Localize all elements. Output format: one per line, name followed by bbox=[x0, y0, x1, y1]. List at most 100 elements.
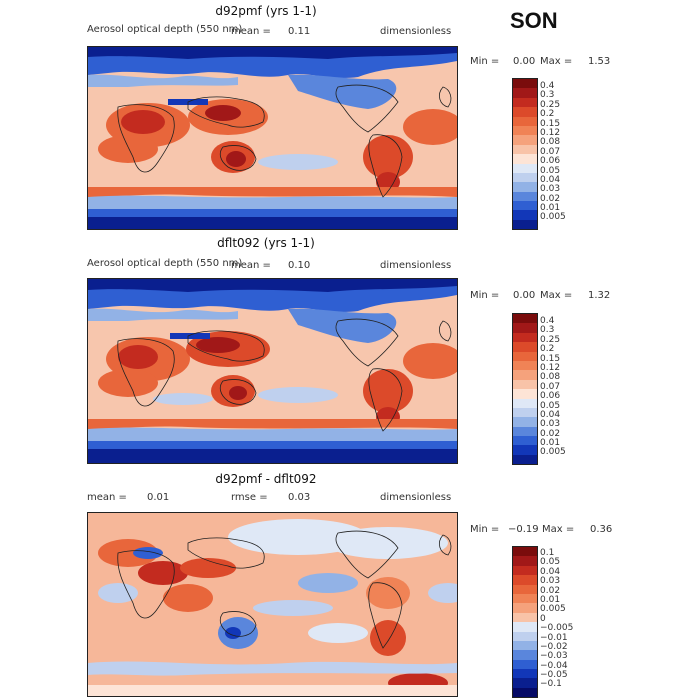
cbar-tick-label: 0.03 bbox=[540, 184, 561, 195]
colorbar-swatch bbox=[513, 88, 537, 98]
colorbar-swatch bbox=[513, 210, 537, 220]
cbar-tick-label: 0.25 bbox=[540, 334, 561, 345]
panel3-max-value: 0.36 bbox=[590, 524, 613, 535]
cbar-tick-label: 0.005 bbox=[540, 604, 566, 615]
panel1-max-label: Max = bbox=[540, 56, 573, 67]
panel3-mean-label: mean = bbox=[87, 492, 127, 503]
panel2-min-label: Min = bbox=[470, 290, 500, 301]
cbar-tick-label: 0.15 bbox=[540, 353, 561, 364]
colorbar-swatch bbox=[513, 144, 537, 155]
cbar-tick-label: −0.1 bbox=[540, 679, 562, 690]
colorbar-swatch bbox=[513, 79, 537, 89]
panel2-colorbar bbox=[512, 313, 538, 466]
colorbar-swatch bbox=[513, 547, 537, 557]
panel1-mean-label: mean = bbox=[231, 26, 271, 37]
cbar-tick-label: 0.1 bbox=[540, 548, 555, 558]
panel1-min-value: 0.00 bbox=[513, 56, 536, 67]
cbar-tick-label: 0.04 bbox=[540, 409, 561, 420]
cbar-tick-label: 0.03 bbox=[540, 419, 561, 430]
colorbar-swatch bbox=[513, 360, 537, 371]
panel1-mean-value: 0.11 bbox=[288, 26, 311, 37]
panel3-map bbox=[87, 512, 458, 697]
cbar-tick-label: 0.05 bbox=[540, 400, 561, 411]
cbar-tick-label: −0.02 bbox=[540, 641, 568, 652]
panel1-title: d92pmf (yrs 1-1) bbox=[215, 4, 317, 18]
colorbar-swatch bbox=[513, 454, 537, 465]
cbar-tick-label: 0.005 bbox=[540, 212, 566, 223]
cbar-tick-label: 0.005 bbox=[540, 447, 566, 458]
colorbar-swatch bbox=[513, 669, 537, 679]
panel1-colorbar bbox=[512, 78, 538, 231]
cbar-tick-label: 0.06 bbox=[540, 391, 561, 402]
colorbar-swatch bbox=[513, 398, 537, 408]
cbar-tick-label: 0.02 bbox=[540, 428, 561, 439]
cbar-tick-label: −0.005 bbox=[540, 623, 574, 634]
cbar-tick-label: 0.25 bbox=[540, 99, 561, 110]
cbar-tick-label: −0.04 bbox=[540, 660, 568, 671]
cbar-tick-label: 0.05 bbox=[540, 557, 561, 568]
panel3-max-label: Max = bbox=[542, 524, 575, 535]
panel3-colorbar bbox=[512, 546, 538, 699]
colorbar-swatch bbox=[513, 107, 537, 117]
panel2-max-label: Max = bbox=[540, 290, 573, 301]
colorbar-swatch bbox=[513, 370, 537, 380]
colorbar-swatch bbox=[513, 640, 537, 651]
colorbar-swatch bbox=[513, 182, 537, 192]
colorbar-swatch bbox=[513, 678, 537, 688]
colorbar-swatch bbox=[513, 219, 537, 230]
cbar-tick-label: 0.01 bbox=[540, 203, 561, 214]
panel1-colorbar-labels: 0.4 0.3 0.25 0.2 0.15 0.12 0.08 0.07 0.0… bbox=[540, 81, 566, 223]
cbar-tick-label: 0.03 bbox=[540, 576, 561, 587]
cbar-tick-label: 0.4 bbox=[540, 81, 555, 91]
panel1-map bbox=[87, 46, 458, 230]
colorbar-swatch bbox=[513, 659, 537, 670]
cbar-tick-label: 0.4 bbox=[540, 316, 555, 326]
panel3-rmse-label: rmse = bbox=[231, 492, 268, 503]
colorbar-swatch bbox=[513, 603, 537, 613]
panel2-variable-label: Aerosol optical depth (550 nm) bbox=[87, 258, 243, 269]
colorbar-swatch bbox=[513, 612, 537, 623]
cbar-tick-label: 0.07 bbox=[540, 146, 561, 157]
cbar-tick-label: 0.04 bbox=[540, 566, 561, 577]
cbar-tick-label: 0.2 bbox=[540, 109, 555, 120]
colorbar-swatch bbox=[513, 584, 537, 594]
cbar-tick-label: 0.01 bbox=[540, 594, 561, 605]
colorbar-swatch bbox=[513, 575, 537, 585]
colorbar-swatch bbox=[513, 116, 537, 126]
cbar-tick-label: −0.01 bbox=[540, 632, 568, 643]
colorbar-swatch bbox=[513, 314, 537, 324]
colorbar-swatch bbox=[513, 389, 537, 399]
colorbar-swatch bbox=[513, 631, 537, 641]
colorbar-swatch bbox=[513, 191, 537, 202]
panel3-rmse-value: 0.03 bbox=[288, 492, 311, 503]
panel3-min-label: Min = bbox=[470, 524, 500, 535]
cbar-tick-label: 0.07 bbox=[540, 381, 561, 392]
colorbar-swatch bbox=[513, 593, 537, 604]
colorbar-swatch bbox=[513, 379, 537, 390]
colorbar-swatch bbox=[513, 445, 537, 455]
panel2-mean-value: 0.10 bbox=[288, 260, 311, 271]
colorbar-swatch bbox=[513, 154, 537, 164]
cbar-tick-label: 0.08 bbox=[540, 137, 561, 148]
cbar-tick-label: 0.08 bbox=[540, 372, 561, 383]
panel1-units: dimensionless bbox=[380, 26, 452, 37]
cbar-tick-label: 0.06 bbox=[540, 156, 561, 167]
colorbar-swatch bbox=[513, 97, 537, 108]
panel2-units: dimensionless bbox=[380, 260, 452, 271]
colorbar-swatch bbox=[513, 407, 537, 418]
colorbar-swatch bbox=[513, 172, 537, 183]
panel1-variable-label: Aerosol optical depth (550 nm) bbox=[87, 24, 243, 35]
panel1-min-label: Min = bbox=[470, 56, 500, 67]
cbar-tick-label: −0.03 bbox=[540, 651, 568, 662]
colorbar-swatch bbox=[513, 323, 537, 333]
colorbar-swatch bbox=[513, 687, 537, 698]
cbar-tick-label: −0.05 bbox=[540, 670, 568, 681]
colorbar-swatch bbox=[513, 565, 537, 576]
cbar-tick-label: 0.15 bbox=[540, 118, 561, 129]
colorbar-swatch bbox=[513, 342, 537, 352]
colorbar-swatch bbox=[513, 417, 537, 427]
colorbar-swatch bbox=[513, 135, 537, 145]
colorbar-swatch bbox=[513, 650, 537, 660]
colorbar-swatch bbox=[513, 332, 537, 343]
panel3-colorbar-labels: 0.1 0.05 0.04 0.03 0.02 0.01 0.005 0 −0.… bbox=[540, 548, 574, 690]
